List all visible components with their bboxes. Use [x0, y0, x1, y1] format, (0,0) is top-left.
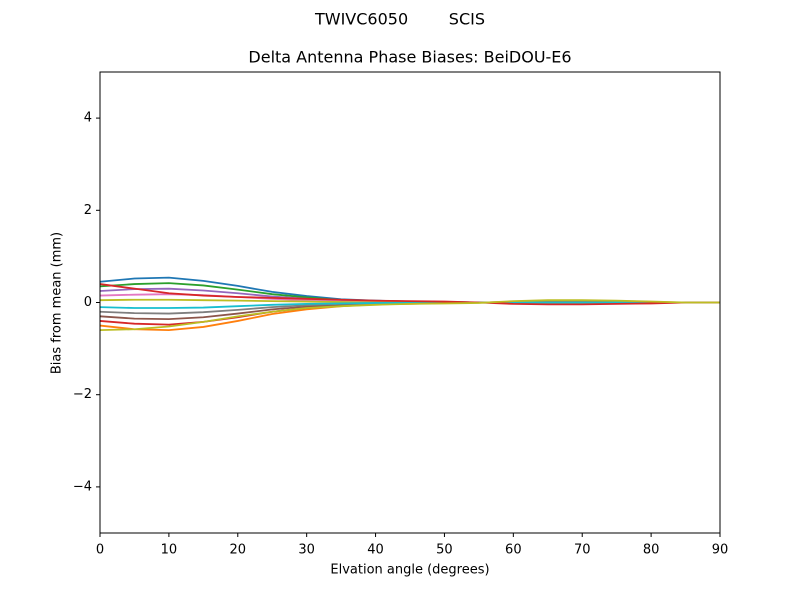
plot-area: [99, 276, 720, 332]
x-tick-label: 20: [230, 543, 247, 558]
y-axis-label: Bias from mean (mm): [50, 232, 65, 374]
x-tick-label: 30: [298, 543, 315, 558]
x-tick-label: 60: [505, 543, 522, 558]
suptitle: TWIVC6050 SCIS: [314, 10, 485, 29]
data-line: [99, 299, 720, 332]
chart-title: Delta Antenna Phase Biases: BeiDOU-E6: [248, 48, 571, 67]
x-tick-label: 50: [436, 543, 453, 558]
data-line: [99, 301, 720, 309]
x-tick-label: 80: [643, 543, 660, 558]
x-tick-label: 40: [367, 543, 384, 558]
x-axis-label: Elvation angle (degrees): [330, 563, 489, 578]
y-tick-label: 0: [84, 295, 92, 310]
x-tick-label: 90: [712, 543, 729, 558]
data-line: [99, 283, 720, 306]
y-tick-label: 4: [84, 111, 92, 126]
x-tick-label: 10: [161, 543, 178, 558]
y-tick-label: −2: [73, 387, 92, 402]
x-tick-label: 0: [96, 543, 104, 558]
y-tick-label: −4: [73, 479, 92, 494]
x-tick-label: 70: [574, 543, 591, 558]
y-tick-label: 2: [84, 203, 92, 218]
